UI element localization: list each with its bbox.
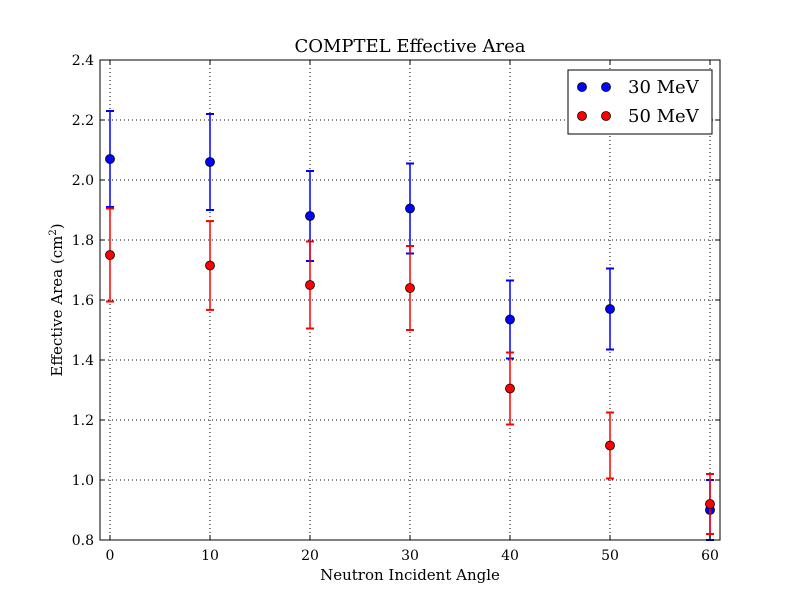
y-axis-title-close: ) (48, 223, 66, 229)
data-point (205, 260, 215, 271)
y-tick-label: 1.6 (72, 293, 94, 309)
y-tick-label: 1.0 (72, 473, 94, 489)
data-point (505, 383, 515, 394)
legend-box (567, 69, 713, 135)
x-tick-label: 60 (701, 548, 719, 564)
data-point (705, 499, 715, 509)
x-tick-label: 10 (201, 548, 219, 564)
x-tick-label: 50 (601, 548, 619, 564)
data-point (605, 304, 615, 314)
x-axis-title: Neutron Incident Angle (320, 566, 500, 584)
data-point (205, 157, 215, 167)
y-tick-label: 2.2 (72, 113, 94, 129)
series-group (105, 207, 715, 535)
y-tick-label: 0.8 (72, 533, 94, 549)
y-tick-label: 1.8 (72, 233, 94, 249)
series-layer (105, 110, 715, 541)
y-tick-label: 1.4 (72, 353, 94, 369)
data-point (605, 440, 615, 451)
data-point (405, 203, 415, 214)
legend-marker (577, 111, 587, 121)
x-tick-label: 40 (501, 548, 519, 564)
chart-title: COMPTEL Effective Area (294, 36, 525, 57)
data-point (505, 314, 515, 325)
tick-layer: 0 10 20 30 40 50 60 0.8 1.0 1.2 1.4 1.6 1.8 2.0 2.2 2.4 (72, 53, 720, 564)
legend-marker (601, 82, 611, 92)
legend-label: 50 MeV (628, 106, 700, 127)
data-point (105, 250, 115, 260)
y-tick-label: 2.4 (72, 53, 94, 69)
x-tick-label: 20 (301, 548, 319, 564)
data-point (405, 283, 415, 293)
y-axis-title: Effective Area (cm2) (48, 223, 66, 376)
x-tick-label: 0 (106, 548, 115, 564)
y-axis-title-main: Effective Area (cm (48, 236, 66, 377)
legend-marker (577, 82, 587, 92)
legend-label: 30 MeV (628, 77, 700, 98)
x-tick-label: 30 (401, 548, 419, 564)
legend: 30 MeV 50 MeV (567, 69, 713, 135)
data-point (305, 211, 315, 221)
y-axis-title-superscript: 2 (48, 229, 59, 235)
legend-marker (601, 111, 611, 121)
y-tick-label: 1.2 (72, 413, 94, 429)
data-point (105, 154, 115, 164)
y-tick-label: 2.0 (72, 173, 94, 189)
data-point (305, 280, 315, 290)
